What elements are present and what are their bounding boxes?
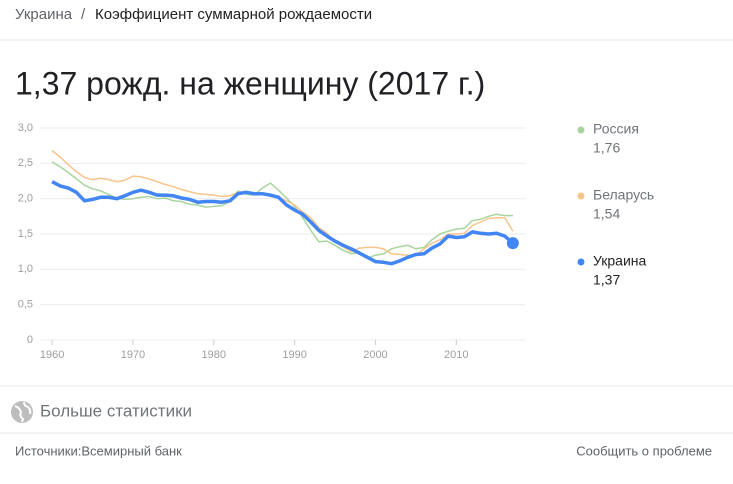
series-line bbox=[51, 161, 513, 259]
legend-label: Россия bbox=[593, 121, 639, 137]
y-tick-label: 2,5 bbox=[18, 157, 33, 169]
legend-value: 1,54 bbox=[593, 206, 620, 222]
breadcrumb-item: Коэффициент суммарной рождаемости bbox=[95, 6, 372, 23]
sources: Источники:Всемирный банк bbox=[15, 443, 182, 458]
y-tick-label: 2,0 bbox=[18, 193, 33, 205]
more-stats-link[interactable]: Больше статистики bbox=[40, 401, 192, 420]
x-tick-label: 2000 bbox=[363, 349, 387, 361]
legend-value: 1,76 bbox=[593, 140, 620, 156]
legend-swatch bbox=[577, 126, 585, 134]
x-tick-label: 2010 bbox=[444, 349, 468, 361]
globe-icon bbox=[11, 401, 33, 423]
breadcrumb-separator: / bbox=[81, 6, 86, 23]
legend-label: Украина bbox=[593, 253, 647, 269]
x-tick-label: 1960 bbox=[40, 349, 64, 361]
end-point bbox=[506, 237, 519, 250]
report-link[interactable]: Сообщить о проблеме bbox=[576, 443, 712, 458]
y-tick-label: 0 bbox=[27, 334, 33, 346]
legend-label: Беларусь bbox=[593, 187, 654, 203]
legend: Россия 1,76 Беларусь 1,54 Украина 1,37 bbox=[577, 121, 654, 288]
y-tick-label: 3,0 bbox=[18, 122, 33, 134]
breadcrumb-item[interactable]: Украина bbox=[15, 6, 73, 23]
legend-swatch bbox=[577, 192, 585, 200]
y-tick-label: 0,5 bbox=[18, 299, 33, 311]
x-tick-label: 1970 bbox=[121, 349, 145, 361]
plot: 0 0,5 1,0 1,5 2,0 2,5 3,0 1960 1970 1980 1990 2000 2… bbox=[18, 122, 525, 361]
y-tick-label: 1,5 bbox=[18, 228, 33, 240]
x-tick-label: 1990 bbox=[282, 349, 306, 361]
chart-title: 1,37 рожд. на женщину (2017 г.) bbox=[15, 65, 485, 101]
y-tick-label: 1,0 bbox=[18, 263, 33, 275]
legend-swatch bbox=[577, 258, 585, 266]
series-line bbox=[51, 180, 515, 266]
legend-value: 1,37 bbox=[593, 272, 620, 288]
x-tick-label: 1980 bbox=[202, 349, 226, 361]
